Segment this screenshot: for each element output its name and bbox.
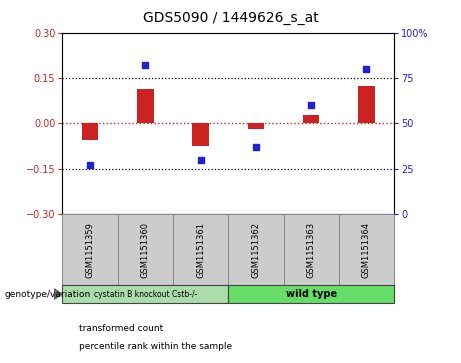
FancyBboxPatch shape [62,285,228,303]
Text: percentile rank within the sample: percentile rank within the sample [79,342,232,351]
Text: wild type: wild type [286,289,337,299]
Bar [358,86,375,123]
Point [363,66,370,72]
Bar [137,89,154,123]
Point [142,62,149,68]
FancyBboxPatch shape [339,214,394,285]
Text: GSM1151364: GSM1151364 [362,221,371,278]
Text: cystatin B knockout Cstb-/-: cystatin B knockout Cstb-/- [94,290,197,298]
Text: GSM1151359: GSM1151359 [85,222,95,277]
Text: GSM1151361: GSM1151361 [196,221,205,278]
Text: GSM1151360: GSM1151360 [141,221,150,278]
Point [307,102,315,108]
FancyBboxPatch shape [228,285,394,303]
Text: genotype/variation: genotype/variation [5,290,91,298]
Point [252,144,260,150]
Polygon shape [54,289,62,299]
Point [86,162,94,168]
Text: transformed count: transformed count [79,324,164,333]
FancyBboxPatch shape [284,214,339,285]
FancyBboxPatch shape [173,214,228,285]
FancyBboxPatch shape [118,214,173,285]
Text: GSM1151362: GSM1151362 [251,221,260,278]
Bar [303,115,319,123]
Bar [192,123,209,146]
FancyBboxPatch shape [62,214,118,285]
FancyBboxPatch shape [228,214,284,285]
Point [197,157,204,163]
Text: GSM1151363: GSM1151363 [307,221,316,278]
Text: GDS5090 / 1449626_s_at: GDS5090 / 1449626_s_at [142,11,319,25]
Bar [248,123,264,129]
Bar [82,123,98,140]
